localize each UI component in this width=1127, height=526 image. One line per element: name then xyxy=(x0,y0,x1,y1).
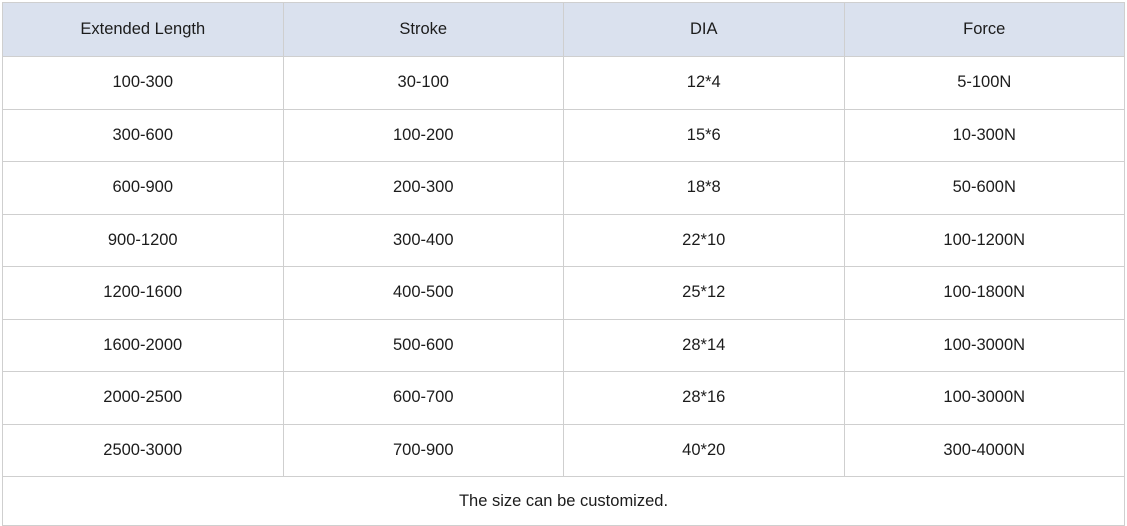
table-cell: 28*14 xyxy=(563,318,845,372)
spec-table-footer: The size can be customized. xyxy=(2,476,1125,526)
table-cell: 100-1200N xyxy=(843,213,1125,267)
table-row: 2500-3000 700-900 40*20 300-4000N xyxy=(2,423,1125,477)
table-cell: 600-900 xyxy=(2,161,284,215)
table-cell: 40*20 xyxy=(563,423,845,477)
table-row: 1600-2000 500-600 28*14 100-3000N xyxy=(2,318,1125,372)
spec-table-header: Extended Length Stroke DIA Force xyxy=(2,2,1125,57)
table-cell: 100-300 xyxy=(2,56,284,110)
table-cell: 300-600 xyxy=(2,108,284,162)
table-cell: 28*16 xyxy=(563,371,845,425)
table-cell: 2500-3000 xyxy=(2,423,284,477)
table-cell: 600-700 xyxy=(282,371,564,425)
table-cell: 18*8 xyxy=(563,161,845,215)
table-cell: 300-400 xyxy=(282,213,564,267)
table-cell: 400-500 xyxy=(282,266,564,320)
table-cell: 15*6 xyxy=(563,108,845,162)
table-row: 300-600 100-200 15*6 10-300N xyxy=(2,108,1125,162)
table-cell: 300-4000N xyxy=(843,423,1125,477)
table-cell: 1200-1600 xyxy=(2,266,284,320)
table-cell: 5-100N xyxy=(843,56,1125,110)
table-cell: 30-100 xyxy=(282,56,564,110)
table-row: 900-1200 300-400 22*10 100-1200N xyxy=(2,213,1125,267)
table-cell: 200-300 xyxy=(282,161,564,215)
header-cell-stroke: Stroke xyxy=(282,2,564,57)
table-cell: 500-600 xyxy=(282,318,564,372)
table-row: 100-300 30-100 12*4 5-100N xyxy=(2,56,1125,110)
table-cell: 1600-2000 xyxy=(2,318,284,372)
table-cell: 50-600N xyxy=(843,161,1125,215)
header-cell-extended-length: Extended Length xyxy=(2,2,284,57)
table-cell: 100-3000N xyxy=(843,318,1125,372)
header-row: Extended Length Stroke DIA Force xyxy=(2,2,1125,57)
footer-row: The size can be customized. xyxy=(2,476,1125,526)
table-cell: 2000-2500 xyxy=(2,371,284,425)
table-cell: 100-3000N xyxy=(843,371,1125,425)
header-cell-dia: DIA xyxy=(563,2,845,57)
table-cell: 22*10 xyxy=(563,213,845,267)
table-row: 600-900 200-300 18*8 50-600N xyxy=(2,161,1125,215)
table-row: 1200-1600 400-500 25*12 100-1800N xyxy=(2,266,1125,320)
table-cell: 25*12 xyxy=(563,266,845,320)
table-cell: 10-300N xyxy=(843,108,1125,162)
footer-note: The size can be customized. xyxy=(2,476,1125,526)
spec-table-body: 100-300 30-100 12*4 5-100N 300-600 100-2… xyxy=(2,56,1125,477)
table-cell: 700-900 xyxy=(282,423,564,477)
table-cell: 12*4 xyxy=(563,56,845,110)
table-cell: 900-1200 xyxy=(2,213,284,267)
table-row: 2000-2500 600-700 28*16 100-3000N xyxy=(2,371,1125,425)
table-cell: 100-1800N xyxy=(843,266,1125,320)
header-cell-force: Force xyxy=(843,2,1125,57)
table-cell: 100-200 xyxy=(282,108,564,162)
